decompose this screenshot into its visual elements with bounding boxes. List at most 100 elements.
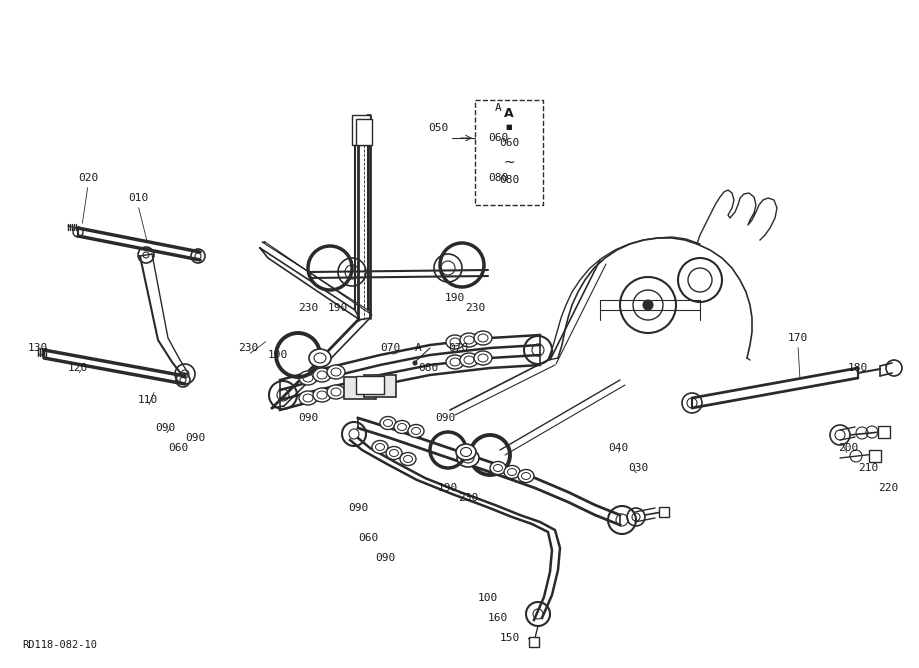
Bar: [364, 375, 396, 397]
Text: 200: 200: [838, 443, 858, 453]
Text: 100: 100: [478, 593, 498, 603]
Ellipse shape: [317, 371, 327, 379]
Ellipse shape: [507, 468, 516, 476]
Ellipse shape: [331, 368, 341, 376]
Ellipse shape: [478, 354, 488, 362]
Ellipse shape: [313, 388, 331, 402]
Ellipse shape: [462, 453, 474, 463]
Ellipse shape: [521, 472, 530, 480]
Ellipse shape: [331, 388, 341, 396]
Circle shape: [643, 300, 653, 310]
Bar: [659, 507, 669, 517]
Text: 230: 230: [298, 303, 318, 313]
Ellipse shape: [327, 365, 345, 379]
Circle shape: [413, 361, 417, 365]
Ellipse shape: [299, 391, 317, 405]
Text: 090: 090: [298, 413, 318, 423]
Text: 230: 230: [238, 343, 258, 353]
Ellipse shape: [317, 391, 327, 399]
Ellipse shape: [314, 353, 326, 363]
Ellipse shape: [464, 336, 474, 344]
Text: 060: 060: [488, 133, 508, 143]
Text: 190: 190: [328, 303, 348, 313]
Ellipse shape: [518, 470, 534, 482]
Ellipse shape: [504, 466, 520, 478]
Text: 160: 160: [488, 613, 508, 623]
Text: 090: 090: [375, 553, 395, 563]
Ellipse shape: [446, 335, 464, 349]
Text: 150: 150: [500, 633, 520, 643]
Ellipse shape: [474, 331, 492, 345]
Bar: [869, 450, 881, 462]
Bar: [344, 377, 376, 399]
Text: ∼: ∼: [504, 155, 515, 169]
Bar: [878, 426, 890, 438]
Ellipse shape: [474, 351, 492, 365]
Text: 170: 170: [788, 333, 808, 343]
Text: 230: 230: [465, 303, 485, 313]
Text: 070: 070: [380, 343, 400, 353]
Ellipse shape: [490, 462, 506, 474]
Text: 210: 210: [857, 463, 879, 473]
Ellipse shape: [398, 424, 406, 430]
Ellipse shape: [390, 450, 399, 456]
Text: 080: 080: [418, 363, 438, 373]
Ellipse shape: [303, 374, 313, 382]
Bar: [356, 376, 384, 394]
Text: 090: 090: [155, 423, 176, 433]
Ellipse shape: [450, 338, 460, 346]
Bar: [352, 115, 370, 145]
Text: 220: 220: [878, 483, 898, 493]
Text: 110: 110: [138, 395, 158, 405]
Ellipse shape: [412, 428, 421, 434]
Text: A: A: [494, 103, 502, 113]
Text: 060: 060: [499, 138, 519, 148]
Text: 030: 030: [628, 463, 648, 473]
Text: 060: 060: [357, 533, 378, 543]
Text: 190: 190: [267, 350, 289, 360]
Ellipse shape: [403, 456, 413, 462]
Ellipse shape: [376, 444, 384, 450]
Ellipse shape: [394, 420, 410, 434]
Text: 040: 040: [607, 443, 628, 453]
Ellipse shape: [383, 420, 392, 426]
Text: ■: ■: [505, 124, 512, 130]
Ellipse shape: [400, 452, 416, 466]
Ellipse shape: [460, 353, 478, 367]
Text: 120: 120: [68, 363, 88, 373]
Text: 180: 180: [848, 363, 868, 373]
Text: 090: 090: [348, 503, 369, 513]
Ellipse shape: [408, 424, 424, 438]
Text: 090: 090: [435, 413, 455, 423]
Ellipse shape: [380, 417, 396, 430]
Ellipse shape: [303, 394, 313, 402]
Text: A: A: [414, 343, 422, 353]
Ellipse shape: [446, 355, 464, 369]
Ellipse shape: [386, 446, 402, 460]
Text: 130: 130: [28, 343, 48, 353]
Ellipse shape: [460, 333, 478, 347]
Ellipse shape: [456, 444, 476, 460]
Text: 060: 060: [168, 443, 188, 453]
Ellipse shape: [299, 371, 317, 385]
Ellipse shape: [327, 385, 345, 399]
Text: A: A: [505, 106, 514, 120]
Ellipse shape: [313, 368, 331, 382]
Bar: [529, 637, 539, 647]
Text: 190: 190: [445, 293, 465, 303]
Ellipse shape: [457, 449, 479, 467]
Ellipse shape: [478, 334, 488, 342]
Text: 070: 070: [448, 343, 468, 353]
Text: 010: 010: [128, 193, 148, 203]
Text: RD118-082-10: RD118-082-10: [22, 640, 97, 650]
Text: 080: 080: [488, 173, 508, 183]
Bar: [356, 119, 372, 145]
Text: 020: 020: [78, 173, 98, 183]
Text: 080: 080: [499, 175, 519, 185]
Ellipse shape: [372, 440, 388, 454]
Ellipse shape: [464, 356, 474, 364]
Text: 230: 230: [458, 493, 478, 503]
Ellipse shape: [460, 448, 471, 456]
Text: 050: 050: [428, 123, 448, 133]
Text: 090: 090: [185, 433, 205, 443]
